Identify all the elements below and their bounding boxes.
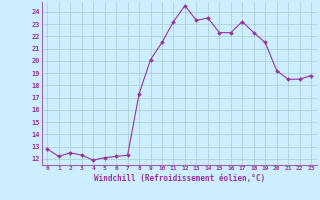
X-axis label: Windchill (Refroidissement éolien,°C): Windchill (Refroidissement éolien,°C)	[94, 174, 265, 183]
